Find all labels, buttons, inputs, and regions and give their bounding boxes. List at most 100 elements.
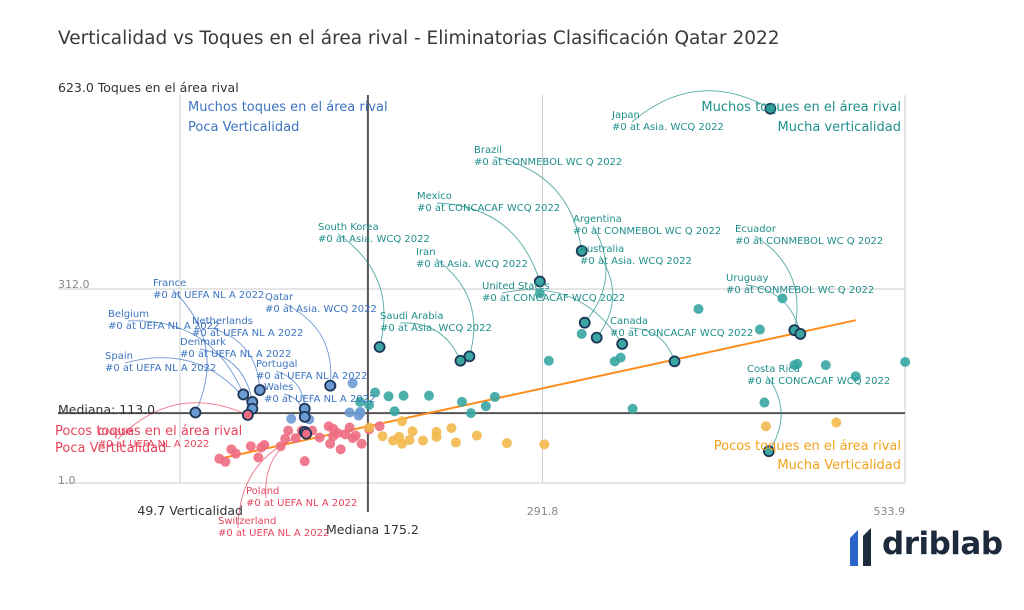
point-context-switzerland: #0 at UEFA NL A 2022 [218,528,329,539]
data-point [364,400,375,411]
data-point [539,439,550,450]
data-point [383,391,394,402]
callout-united-states [501,289,623,345]
data-point [831,417,842,428]
data-point [489,391,500,402]
data-point-belgium [237,388,250,401]
point-name-spain: Spain [105,351,133,362]
median-y-label: Mediana: 113.0 [58,402,155,417]
data-point [347,433,358,444]
point-context-argentina: #0 at CONMEBOL WC Q 2022 [573,226,721,237]
point-context-ecuador: #0 at CONMEBOL WC Q 2022 [735,236,883,247]
data-point-netherlands [253,384,266,396]
data-point [332,428,343,439]
point-name-wales: Wales [264,382,294,393]
quadrant-top-left-line2: Poca Verticalidad [188,120,299,135]
point-name-united-states: United States [482,281,550,292]
data-point [501,438,512,449]
driblab-mark-icon [850,528,871,566]
callout-mexico [436,202,541,282]
point-name-poland: Poland [246,486,279,497]
data-point [256,442,267,453]
data-point [230,448,241,459]
point-context-netherlands: #0 at UEFA NL A 2022 [192,328,303,339]
point-context-south-korea: #0 at Asia. WCQ 2022 [318,234,430,245]
quadrant-labels: Muchos toques en el área rival Poca Verti… [55,100,901,473]
callout-south-korea [337,233,385,348]
point-name-saudi-arabia: Saudi Arabia [380,311,443,322]
quadrant-bottom-left-line1: Pocos toques en el área rival [55,424,242,439]
data-point-france [189,406,202,419]
quadrant-bottom-left-line2: Poca Verticalidad [55,441,166,456]
point-context-poland: #0 at UEFA NL A 2022 [246,498,357,509]
data-point [314,432,325,443]
data-point [389,406,400,417]
quadrant-top-left-line1: Muchos toques en el área rival [188,100,388,115]
point-name-switzerland: Switzerland [218,516,276,527]
data-point [534,288,545,299]
data-point-qatar [324,379,337,392]
point-context-spain: #0 at UEFA NL A 2022 [105,363,216,374]
x-tick-mid: 291.8 [527,505,559,518]
point-name-ecuador: Ecuador [735,224,777,235]
x-tick-max: 533.9 [874,505,906,518]
data-point-uruguay [794,328,807,340]
data-point [480,401,491,412]
data-point [759,397,770,408]
data-point [286,413,297,424]
data-point [275,441,286,452]
data-point [299,456,310,467]
data-point [471,430,482,441]
data-point [355,408,366,419]
point-name-qatar: Qatar [265,292,294,303]
data-point [280,433,291,444]
data-point [465,408,476,419]
point-name-australia: Australia [580,244,624,255]
chart-title: Verticalidad vs Toques en el área rival … [58,28,780,49]
data-point [431,431,442,442]
point-name-netherlands: Netherlands [192,316,253,327]
data-points [189,102,911,467]
point-name-belgium: Belgium [108,309,149,320]
data-point [446,423,457,434]
data-point [283,425,294,436]
data-point [355,396,366,407]
point-name-canada: Canada [610,316,648,327]
data-point-south-korea [373,341,386,353]
data-point [356,438,367,449]
data-point [335,444,346,455]
point-context-australia: #0 at Asia. WCQ 2022 [580,256,692,267]
data-point [404,434,415,445]
callout-netherlands [211,327,261,391]
data-point [377,431,388,442]
quadrant-bottom-right-line2: Mucha Verticalidad [777,458,901,473]
point-name-france: France [153,278,186,289]
callout-japan [631,90,771,123]
data-point [543,355,554,366]
data-point [344,407,355,418]
point-context-france: #0 at UEFA NL A 2022 [153,290,264,301]
median-x-label: Mediana 175.2 [326,522,419,537]
quadrant-top-right-line2: Mucha verticalidad [778,120,902,135]
data-point [347,378,358,389]
data-point [792,358,803,369]
data-point [820,360,831,371]
y-tick-mid: 312.0 [58,278,90,291]
data-point [424,390,435,401]
point-name-brazil: Brazil [474,145,502,156]
point-name-denmark: Denmark [180,337,226,348]
data-point [754,324,765,335]
point-name-south-korea: South Korea [318,222,379,233]
data-point-australia [590,331,603,344]
point-context-portugal: #0 at UEFA NL A 2022 [256,371,367,382]
data-point [450,437,461,448]
point-context-denmark: #0 at UEFA NL A 2022 [180,349,291,360]
data-point [397,416,408,427]
data-point-united-states [616,337,629,350]
data-point-switzerland [300,427,313,440]
point-context-uruguay: #0 at CONMEBOL WC Q 2022 [726,285,874,296]
point-name-mexico: Mexico [417,191,452,202]
data-point-costa-rica [762,445,775,458]
